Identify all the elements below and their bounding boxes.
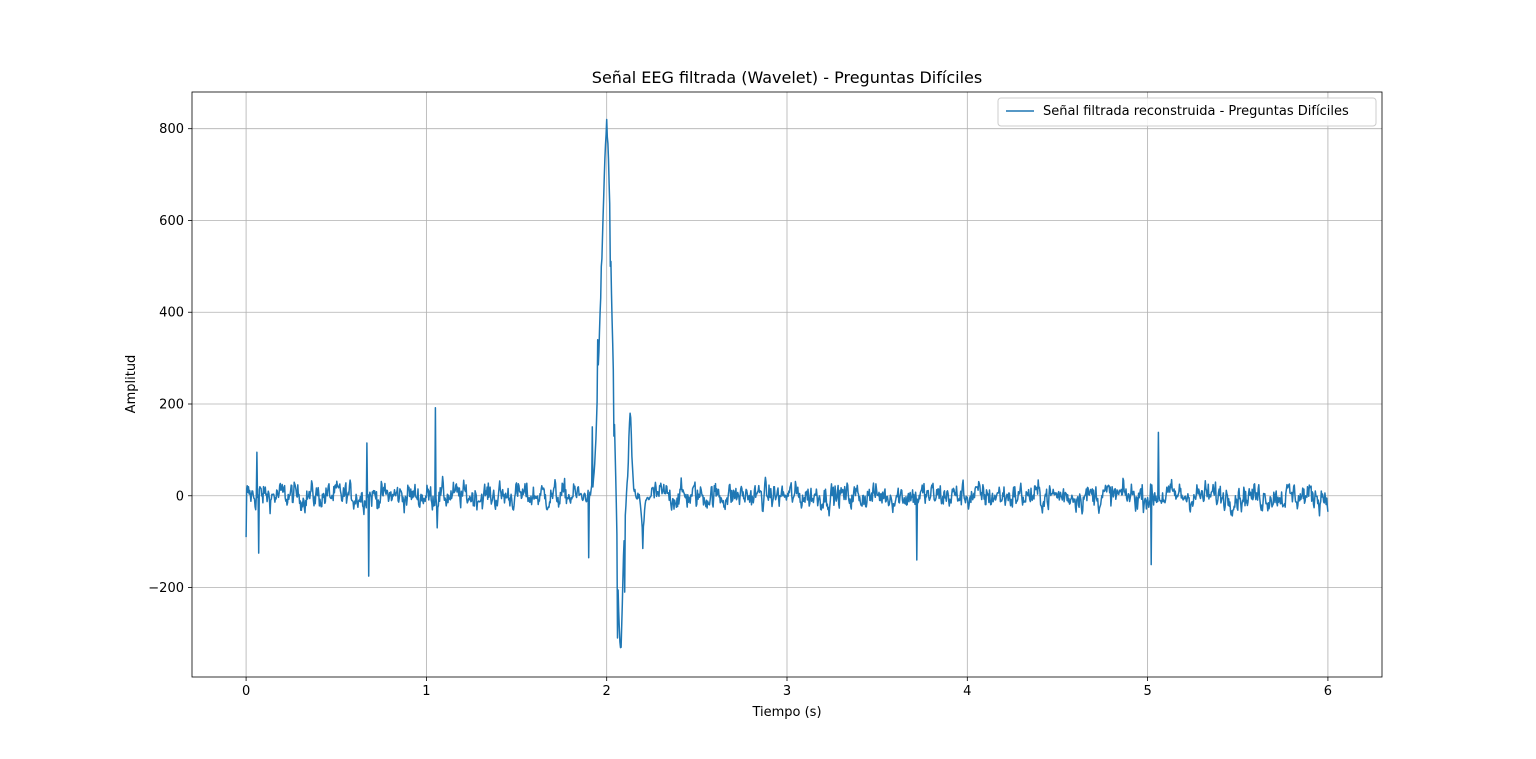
y-axis-label: Amplitud [124, 355, 139, 414]
x-tick-label: 6 [1324, 684, 1332, 699]
y-tick-label: 0 [176, 489, 184, 504]
legend: Señal filtrada reconstruida - Preguntas … [997, 97, 1377, 127]
legend-label: Señal filtrada reconstruida - Preguntas … [1043, 104, 1349, 119]
y-tick-label: 200 [159, 398, 184, 413]
x-tick-label: 5 [1143, 684, 1151, 699]
y-axis-ticks: −200 0 200 400 600 800 [148, 122, 192, 596]
x-tick-label: 4 [963, 684, 971, 699]
x-tick-label: 0 [242, 684, 250, 699]
series-line [245, 118, 1329, 649]
y-tick-label: 400 [159, 306, 184, 321]
y-tick-label: −200 [148, 581, 184, 596]
x-tick-label: 3 [783, 684, 791, 699]
chart-title: Señal EEG filtrada (Wavelet) - Preguntas… [592, 68, 982, 87]
x-axis-ticks: 0 1 2 3 4 5 6 [242, 677, 1332, 699]
y-tick-label: 600 [159, 214, 184, 229]
x-tick-label: 1 [422, 684, 430, 699]
y-tick-label: 800 [159, 122, 184, 137]
plot-frame [191, 91, 1383, 678]
x-axis-label: Tiempo (s) [751, 705, 821, 720]
legend-box [997, 97, 1377, 127]
x-tick-label: 2 [603, 684, 611, 699]
